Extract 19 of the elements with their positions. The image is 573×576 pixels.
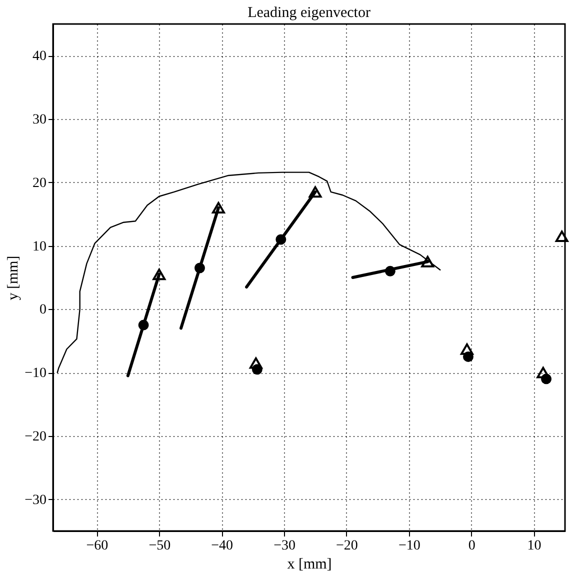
x-tick-label: −40 [211, 538, 234, 554]
y-tick-label: 20 [32, 176, 46, 191]
y-axis-title: y [mm] [6, 256, 22, 300]
x-tick-label: −30 [274, 538, 296, 554]
y-tick-label: −10 [24, 366, 46, 382]
x-tick-label: 0 [468, 538, 476, 554]
x-tick-label: −10 [398, 538, 420, 554]
x-axis-title: x [mm] [287, 556, 332, 572]
y-tick-label: 0 [40, 302, 46, 318]
y-tick-label: −20 [24, 429, 46, 444]
y-tick-label: 30 [32, 112, 46, 128]
y-tick-label: −30 [24, 492, 46, 508]
x-tick-label: −20 [336, 538, 358, 554]
x-tick-label: −60 [86, 538, 108, 554]
y-tick-label: 40 [32, 49, 46, 64]
x-tick-label: 10 [527, 538, 542, 554]
chart-title: Leading eigenvector [248, 5, 370, 21]
x-tick-label: −50 [148, 538, 171, 554]
y-tick-label: 10 [32, 239, 46, 254]
